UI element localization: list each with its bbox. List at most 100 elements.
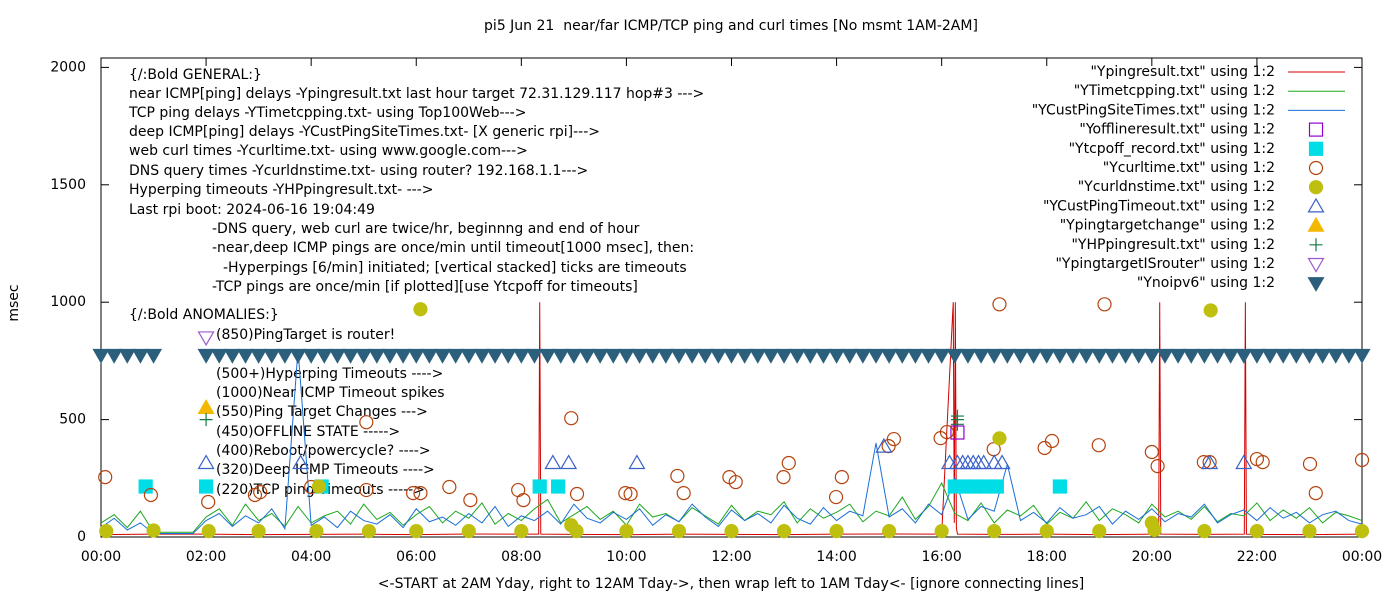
marker-square [138, 479, 153, 494]
marker-triangle [105, 348, 123, 364]
marker-triangle [512, 348, 530, 364]
marker-triangle [722, 348, 741, 364]
marker-triangle [315, 348, 333, 364]
marker-circle [413, 302, 428, 317]
marker-triangle [749, 348, 767, 364]
marker-triangle [1340, 348, 1358, 364]
annotation: {/:Bold ANOMALIES:} [129, 307, 279, 323]
marker-triangle [420, 348, 438, 364]
x-tick-label: 10:00 [606, 549, 646, 565]
marker-circle [1354, 452, 1370, 468]
marker-triangle [539, 348, 557, 364]
marker-triangle [1103, 348, 1121, 364]
legend-label: "YCustPingSiteTimes.txt" using 1:2 [1032, 102, 1275, 118]
marker-triangle [670, 348, 688, 364]
annotation: (1000)Near ICMP Timeout spikes [216, 385, 445, 401]
annotation: -DNS query, web curl are twice/hr, begin… [212, 221, 640, 237]
marker-triangle [1117, 348, 1135, 364]
marker-triangle [92, 348, 110, 364]
marker-triangle [1038, 348, 1056, 364]
marker-circle [1092, 524, 1107, 539]
marker-triangle [788, 348, 806, 364]
marker-circle [405, 485, 421, 501]
legend-label: "YTimetcpping.txt" using 1:2 [1074, 83, 1275, 99]
x-tick-label: 12:00 [711, 549, 751, 565]
marker-triangle [1235, 454, 1253, 470]
marker-triangle [433, 348, 452, 364]
annotation: -Hyperpings [6/min] initiated; [vertical… [223, 260, 687, 276]
marker-circle [1044, 433, 1060, 449]
marker-circle [1249, 524, 1265, 539]
marker-circle [618, 485, 633, 501]
marker-triangle [1090, 348, 1108, 364]
marker-triangle [880, 348, 898, 364]
y-tick-label: 1500 [50, 177, 86, 193]
marker-triangle [1156, 348, 1174, 364]
marker-triangle [250, 348, 268, 364]
legend-swatch [1307, 197, 1325, 213]
marker-circle [1354, 524, 1370, 539]
marker-circle [461, 524, 476, 539]
marker-triangle [1327, 348, 1345, 364]
legend-label: "YHPpingresult.txt" using 1:2 [1071, 237, 1275, 253]
annotation: (850)PingTarget is router! [216, 327, 395, 343]
marker-circle [309, 524, 324, 539]
legend-label: "Ycurltime.txt" using 1:2 [1103, 160, 1275, 176]
marker-triangle [1169, 348, 1187, 364]
marker-circle [1144, 444, 1159, 460]
marker-circle [781, 455, 796, 471]
marker-circle [1097, 297, 1112, 312]
legend-swatch [1308, 122, 1324, 137]
marker-triangle [544, 454, 562, 470]
marker-circle [1302, 524, 1317, 539]
x-tick-label: 06:00 [396, 549, 436, 565]
marker-triangle [1143, 348, 1161, 364]
x-tick-label: 22:00 [1237, 549, 1277, 565]
marker-triangle [499, 348, 517, 364]
marker-triangle [552, 348, 570, 364]
marker-circle [359, 415, 374, 430]
marker-circle [361, 524, 377, 539]
y-tick-label: 0 [77, 529, 86, 545]
marker-triangle [1208, 348, 1227, 364]
marker-circle [829, 524, 844, 539]
marker-circle [1150, 458, 1165, 474]
legend-swatch [1308, 180, 1324, 195]
marker-circle [251, 524, 266, 539]
marker-circle [359, 482, 374, 498]
marker-circle [1147, 522, 1162, 538]
marker-square [989, 479, 1004, 494]
marker-triangle [946, 348, 964, 364]
marker-triangle [775, 348, 793, 364]
annotation: near ICMP[ping] delays -Ypingresult.txt … [129, 86, 704, 102]
marker-triangle [591, 348, 609, 364]
marker-triangle [828, 348, 846, 364]
marker-circle [253, 485, 268, 500]
annotation: TCP ping delays -YTimetcpping.txt- using… [128, 105, 526, 121]
marker-triangle [1261, 348, 1279, 364]
marker-triangle [145, 348, 163, 364]
marker-circle [834, 470, 849, 485]
x-tick-label: 16:00 [921, 549, 961, 565]
marker-circle [1302, 456, 1318, 472]
marker-triangle [1235, 348, 1253, 364]
marker-circle [939, 424, 955, 440]
marker-triangle [407, 348, 425, 364]
marker-circle [98, 470, 113, 485]
marker-circle [886, 431, 901, 447]
annotation: (320)Deep ICMP Timeouts ----> [216, 462, 435, 478]
marker-circle [1091, 438, 1106, 453]
marker-circle [987, 524, 1002, 539]
marker-triangle [893, 348, 911, 364]
x-tick-label: 02:00 [186, 549, 226, 565]
x-tick-label: 00:00 [1342, 549, 1382, 565]
marker-circle [992, 431, 1007, 446]
marker-triangle [1130, 348, 1148, 364]
legend-label: "YCustPingTimeout.txt" using 1:2 [1043, 198, 1275, 214]
data-line [100, 349, 1363, 534]
marker-triangle [801, 348, 819, 364]
marker-triangle [263, 348, 281, 364]
marker-plus [950, 409, 964, 423]
chart-title: pi5 Jun 21 near/far ICMP/TCP ping and cu… [484, 18, 978, 34]
